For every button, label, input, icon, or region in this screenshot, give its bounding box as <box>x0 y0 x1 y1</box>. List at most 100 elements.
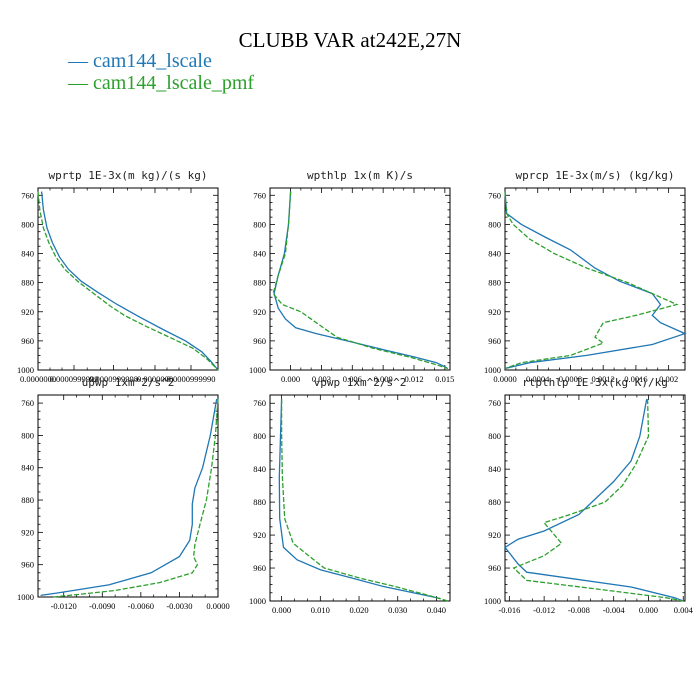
x-tick-label: -0.016 <box>498 605 520 615</box>
y-tick-label: 880 <box>253 278 266 288</box>
y-tick-label: 880 <box>488 497 501 507</box>
x-tick-label: -0.008 <box>568 605 590 615</box>
legend-line-icon: — <box>68 50 93 72</box>
y-tick-label: 760 <box>253 190 266 200</box>
x-tick-label: -0.0090 <box>89 601 115 611</box>
y-tick-label: 840 <box>488 249 501 259</box>
x-tick-label: 0.0000 <box>493 374 516 384</box>
x-tick-label: 0.009 <box>374 374 393 384</box>
x-tick-label: 0.0008 <box>559 374 582 384</box>
plot-frame <box>37 187 219 371</box>
x-tick-label: -0.012 <box>533 605 555 615</box>
plot-frame <box>504 394 686 602</box>
chart-panel: rtpthlp 1E-3x(kg K)/kg 760 800 840 880 920 960… <box>484 376 694 615</box>
x-tick-label: 0.000 <box>281 374 300 384</box>
x-tick-label: 0.030 <box>388 605 407 615</box>
x-tick-label: 0.003 <box>312 374 331 384</box>
chart-title: upwp 1xm^2/s^2 <box>82 376 175 389</box>
x-tick-label: 0.000 <box>272 605 291 615</box>
chart-title: rtpthlp 1E-3x(kg K)/kg <box>522 376 668 389</box>
y-tick-label: 800 <box>253 219 266 229</box>
y-tick-label: 920 <box>253 530 266 540</box>
y-tick-label: 760 <box>21 190 34 200</box>
y-tick-label: 1000 <box>249 365 266 375</box>
chart-title: wpthlp 1x(m K)/s <box>307 169 413 182</box>
x-tick-label: 0.0000999998 <box>89 374 138 384</box>
series-line-lscale <box>504 191 687 370</box>
series-line-lscale-pmf <box>504 191 679 370</box>
y-tick-label: 800 <box>488 431 501 441</box>
x-tick-label: 0.015 <box>435 374 454 384</box>
series-line-lscale <box>504 398 684 602</box>
x-tick-label: -0.0060 <box>128 601 154 611</box>
x-tick-label: 0.020 <box>349 605 368 615</box>
plot-frame <box>269 187 451 371</box>
y-tick-label: 920 <box>488 307 501 317</box>
plot-frame <box>504 187 686 371</box>
x-tick-label: 0.0016 <box>624 374 647 384</box>
series-line-lscale-pmf <box>280 399 449 602</box>
y-tick-label: 1000 <box>17 592 34 602</box>
x-tick-label: -0.0120 <box>51 601 77 611</box>
x-tick-label: 0.040 <box>427 605 446 615</box>
chart-panel: wprcp 1E-3x(m/s) (kg/kg) 760 800 840 880 920 9… <box>484 169 687 384</box>
legend-label: cam144_lscale_pmf <box>93 72 255 94</box>
y-tick-label: 960 <box>488 563 501 573</box>
y-tick-label: 760 <box>488 398 501 408</box>
y-tick-label: 760 <box>488 190 501 200</box>
chart-panel: vpwp 1xm^2/s^2 760 800 840 880 920 960 1000 0.00… <box>249 376 451 615</box>
x-tick-label: 0.006 <box>343 374 362 384</box>
x-tick-label: 0.010 <box>311 605 330 615</box>
y-tick-label: 1000 <box>484 365 501 375</box>
y-tick-label: 920 <box>21 307 34 317</box>
y-tick-label: 960 <box>21 560 34 570</box>
legend-entry-lscale: — cam144_lscale <box>68 50 212 73</box>
x-tick-label: 0.0000000 <box>137 374 173 384</box>
y-tick-label: 960 <box>253 563 266 573</box>
y-tick-label: 1000 <box>484 596 501 606</box>
chart-title: vpwp 1xm^2/s^2 <box>314 376 407 389</box>
y-tick-label: 760 <box>253 398 266 408</box>
x-tick-label: 0.004 <box>674 605 694 615</box>
y-tick-label: 840 <box>253 249 266 259</box>
y-tick-label: 880 <box>21 495 34 505</box>
y-tick-label: 800 <box>253 431 266 441</box>
x-tick-label: 0.0000999999 <box>50 374 99 384</box>
legend-label: cam144_lscale <box>93 50 212 72</box>
series-line-lscale-pmf <box>512 399 684 602</box>
chart-title: wprcp 1E-3x(m/s) (kg/kg) <box>516 169 675 182</box>
chart-panel: wpthlp 1x(m K)/s 760 800 840 880 920 960 1000 0.… <box>249 169 454 384</box>
x-tick-label: -0.004 <box>603 605 626 615</box>
plot-frame <box>269 394 451 602</box>
y-tick-label: 960 <box>488 336 501 346</box>
y-tick-label: 920 <box>253 307 266 317</box>
y-tick-label: 840 <box>253 464 266 474</box>
x-tick-label: 0.002 <box>659 374 678 384</box>
y-tick-label: 880 <box>488 278 501 288</box>
series-line-lscale-pmf <box>37 191 219 371</box>
y-tick-label: 920 <box>21 527 34 537</box>
y-tick-label: 800 <box>488 219 501 229</box>
y-tick-label: 1000 <box>249 596 266 606</box>
x-tick-label: -0.0030 <box>166 601 192 611</box>
x-tick-label: 0.0000999990 <box>167 374 216 384</box>
chart-panel: upwp 1xm^2/s^2 760 800 840 880 920 960 1000 -0.0… <box>17 376 230 611</box>
x-tick-label: 0.0000000 <box>20 374 56 384</box>
y-tick-label: 920 <box>488 530 501 540</box>
y-tick-label: 840 <box>21 249 34 259</box>
y-tick-label: 960 <box>253 336 266 346</box>
y-tick-label: 760 <box>21 398 34 408</box>
legend-entry-lscale-pmf: — cam144_lscale_pmf <box>68 72 254 95</box>
y-tick-label: 1000 <box>17 365 34 375</box>
figure-title: CLUBB VAR at242E,27N <box>238 28 462 52</box>
series-line-lscale <box>273 191 448 369</box>
x-tick-label: 0.0004 <box>526 374 550 384</box>
series-line-lscale <box>40 191 219 371</box>
chart-title: wprtp 1E-3x(m kg)/(s kg) <box>49 169 208 182</box>
x-tick-label: 0.012 <box>404 374 423 384</box>
y-tick-label: 840 <box>488 464 501 474</box>
y-tick-label: 840 <box>21 463 34 473</box>
chart-panel: wprtp 1E-3x(m kg)/(s kg) 760 800 840 880 920 9… <box>17 169 219 384</box>
x-tick-label: 0.000 <box>639 605 658 615</box>
